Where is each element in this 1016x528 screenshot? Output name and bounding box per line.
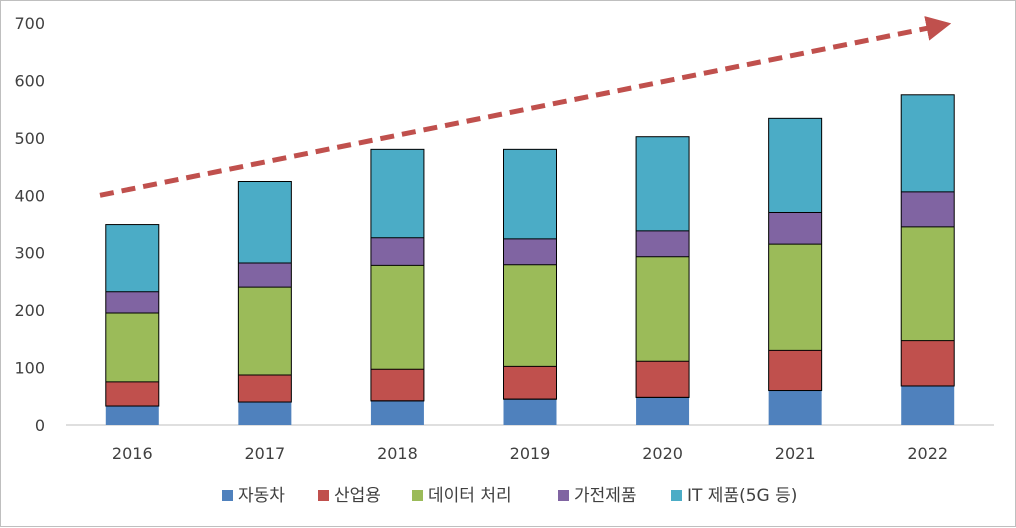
- trend-arrow-line: [99, 16, 952, 198]
- bar-segment: [238, 263, 292, 288]
- legend-swatch: [222, 490, 233, 501]
- bar-segment: [238, 287, 292, 376]
- bar-segment: [105, 381, 159, 407]
- x-tick-label: 2020: [642, 444, 683, 463]
- legend-swatch: [412, 490, 423, 501]
- bar-segment: [370, 400, 424, 425]
- legend-label: 데이터 처리: [428, 486, 512, 506]
- bar-segment: [503, 399, 557, 425]
- bar-segment: [768, 390, 822, 425]
- legend-swatch: [318, 490, 329, 501]
- y-tick-label: 0: [35, 416, 45, 435]
- y-tick-label: 400: [14, 186, 45, 205]
- bar-segment: [105, 406, 159, 425]
- bar-segment: [768, 118, 822, 213]
- bar-segment: [503, 366, 557, 400]
- bar-segment: [636, 397, 690, 425]
- legend-item: 데이터 처리: [412, 486, 512, 506]
- trend-arrow: [99, 16, 952, 198]
- bar-segment: [901, 94, 955, 192]
- bar-segment: [636, 361, 690, 398]
- y-tick-label: 300: [14, 244, 45, 263]
- bar-segment: [238, 181, 292, 264]
- legend-label: 산업용: [334, 486, 381, 506]
- legend-item: 가전제품: [558, 486, 637, 506]
- x-tick-label: 2019: [510, 444, 551, 463]
- bar-segment: [503, 149, 557, 239]
- legend-label: IT 제품(5G 등): [687, 486, 797, 506]
- bar-segment: [370, 149, 424, 238]
- legend-label: 가전제품: [574, 486, 637, 506]
- bar-segment: [503, 238, 557, 265]
- y-tick-label: 700: [14, 14, 45, 33]
- legend-item: IT 제품(5G 등): [671, 486, 797, 506]
- bar-segment: [768, 350, 822, 391]
- x-tick-label: 2022: [907, 444, 948, 463]
- bar-segment: [901, 385, 955, 425]
- y-tick-label: 100: [14, 359, 45, 378]
- bar-segment: [370, 369, 424, 401]
- y-tick-label: 600: [14, 71, 45, 90]
- bar-segment: [636, 136, 690, 231]
- bar-segment: [370, 265, 424, 370]
- bar-segment: [503, 264, 557, 367]
- legend-swatch: [671, 490, 682, 501]
- y-tick-label: 500: [14, 129, 45, 148]
- legend-item: 자동차: [222, 486, 285, 506]
- bar-segment: [238, 402, 292, 425]
- bar-segment: [105, 291, 159, 314]
- legend-item: 산업용: [318, 486, 381, 506]
- legend: 자동차 산업용 데이터 처리 가전제품 IT 제품(5G 등): [222, 486, 797, 506]
- y-tick-label: 200: [14, 301, 45, 320]
- bar-segment: [901, 226, 955, 341]
- bar-segment: [105, 313, 159, 382]
- legend-label: 자동차: [238, 486, 285, 506]
- bar-segment: [105, 224, 159, 292]
- x-tick-label: 2021: [775, 444, 816, 463]
- bar-segment: [901, 340, 955, 386]
- bar-segment: [636, 230, 690, 257]
- x-tick-label: 2017: [244, 444, 285, 463]
- x-axis: 2016 2017 2018 2019 2020 2021 2022: [112, 444, 948, 463]
- bar-segment: [901, 191, 955, 227]
- bar-segment: [768, 244, 822, 351]
- bar-segment: [768, 212, 822, 245]
- bar-segment: [636, 256, 690, 362]
- legend-swatch: [558, 490, 569, 501]
- y-axis: 0 100 200 300 400 500 600 700: [14, 14, 45, 435]
- bar-segment: [370, 237, 424, 266]
- x-tick-label: 2016: [112, 444, 153, 463]
- bars: [105, 94, 955, 425]
- bar-segment: [238, 375, 292, 403]
- x-tick-label: 2018: [377, 444, 418, 463]
